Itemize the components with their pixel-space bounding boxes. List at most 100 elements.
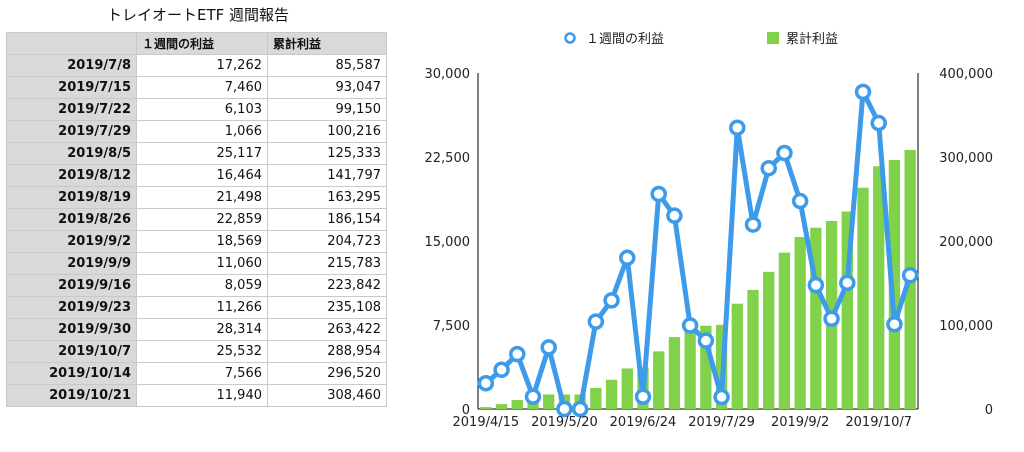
row-weekly-profit: 25,532	[136, 340, 268, 363]
bar-cumulative	[590, 387, 602, 409]
header-date	[6, 32, 137, 55]
row-cumulative-profit: 204,723	[267, 230, 387, 253]
table-row: 2019/10/21 11,940 308,460	[6, 384, 387, 407]
row-date: 2019/7/22	[6, 98, 137, 121]
row-cumulative-profit: 288,954	[267, 340, 387, 363]
row-date: 2019/8/12	[6, 164, 137, 187]
weekly-report-table: １週間の利益 累計利益 2019/7/8 17,262 85,587 2019/7/1…	[6, 32, 387, 407]
row-cumulative-profit: 85,587	[267, 54, 387, 77]
point-weekly-profit	[603, 292, 620, 309]
bar-cumulative	[810, 227, 822, 409]
row-date: 2019/8/19	[6, 186, 137, 209]
row-weekly-profit: 1,066	[136, 120, 268, 143]
bar-cumulative	[495, 404, 508, 409]
row-cumulative-profit: 296,520	[267, 362, 387, 385]
profit-chart: 0 7,500 15,000 22,500 30,000 0 100,000 200,000 3…	[425, 31, 994, 430]
row-weekly-profit: 11,060	[136, 252, 268, 275]
table-row: 2019/7/22 6,103 99,150	[6, 98, 387, 121]
y-left-tick-label: 15,000	[425, 235, 471, 250]
row-weekly-profit: 7,566	[136, 362, 268, 385]
row-date: 2019/9/30	[6, 318, 137, 341]
table-row: 2019/9/16 8,059 223,842	[6, 274, 387, 297]
table-header-row: １週間の利益 累計利益	[6, 32, 387, 55]
row-date: 2019/8/5	[6, 142, 137, 165]
bar-cumulative	[684, 330, 696, 409]
row-date: 2019/10/14	[6, 362, 137, 385]
row-date: 2019/9/2	[6, 230, 137, 253]
table-row: 2019/8/26 22,859 186,154	[6, 208, 387, 231]
point-weekly-profit	[729, 119, 746, 136]
row-weekly-profit: 11,940	[136, 384, 268, 407]
row-weekly-profit: 21,498	[136, 186, 268, 209]
table-row: 2019/9/23 11,266 235,108	[6, 296, 387, 319]
table-row: 2019/10/14 7,566 296,520	[6, 362, 387, 385]
bar-cumulative	[731, 303, 743, 409]
row-cumulative-profit: 125,333	[267, 142, 387, 165]
y-right-tick-label: 300,000	[939, 151, 993, 166]
row-weekly-profit: 25,117	[136, 142, 268, 165]
row-cumulative-profit: 100,216	[267, 120, 387, 143]
legend-line-marker	[564, 32, 576, 44]
row-date: 2019/9/9	[6, 252, 137, 275]
row-cumulative-profit: 163,295	[267, 186, 387, 209]
row-cumulative-profit: 215,783	[267, 252, 387, 275]
bar-cumulative	[888, 159, 901, 409]
point-weekly-profit	[760, 159, 777, 177]
table-row: 2019/7/8 17,262 85,587	[6, 54, 387, 77]
y-left-tick-label: 7,500	[433, 319, 470, 334]
y-left-tick-label: 22,500	[425, 151, 471, 166]
point-weekly-profit	[619, 249, 636, 267]
y-left-tick-label: 0	[462, 403, 470, 418]
row-cumulative-profit: 235,108	[267, 296, 387, 319]
point-weekly-profit	[854, 83, 872, 101]
row-weekly-profit: 28,314	[136, 318, 268, 341]
row-date: 2019/8/26	[6, 208, 137, 231]
point-weekly-profit	[493, 361, 510, 379]
bar-cumulative	[873, 166, 885, 409]
y-right-tick-label: 100,000	[939, 319, 993, 334]
point-weekly-profit	[681, 317, 699, 334]
bar-cumulative	[747, 289, 759, 409]
point-weekly-profit	[901, 267, 919, 284]
y-right-tick-label: 400,000	[939, 67, 993, 82]
row-cumulative-profit: 263,422	[267, 318, 387, 341]
bar-cumulative	[763, 271, 775, 409]
bar-cumulative	[857, 187, 869, 409]
row-date: 2019/9/16	[6, 274, 137, 297]
point-weekly-profit	[823, 310, 840, 327]
point-weekly-profit	[477, 374, 495, 392]
point-weekly-profit	[697, 332, 715, 349]
row-cumulative-profit: 99,150	[267, 98, 387, 121]
bar-cumulative	[653, 351, 665, 409]
row-date: 2019/7/8	[6, 54, 137, 77]
header-cumulative-profit: 累計利益	[267, 32, 387, 55]
table-row: 2019/8/5 25,117 125,333	[6, 142, 387, 165]
row-date: 2019/10/21	[6, 384, 137, 407]
row-date: 2019/9/23	[6, 296, 137, 319]
point-weekly-profit	[556, 400, 573, 418]
legend-label-cumulative-profit: 累計利益	[786, 31, 838, 47]
row-date: 2019/7/15	[6, 76, 137, 99]
bar-cumulative	[621, 368, 633, 409]
row-weekly-profit: 18,569	[136, 230, 268, 253]
x-tick-label: 2019/7/29	[688, 415, 755, 430]
point-weekly-profit	[540, 339, 557, 356]
table-row: 2019/8/12 16,464 141,797	[6, 164, 387, 187]
point-weekly-profit	[807, 276, 825, 294]
bar-cumulative	[480, 407, 492, 409]
bar-cumulative	[511, 400, 523, 409]
point-weekly-profit	[666, 207, 683, 224]
point-weekly-profit	[571, 400, 589, 418]
row-cumulative-profit: 93,047	[267, 76, 387, 99]
point-weekly-profit	[791, 192, 809, 210]
report-title: トレイオートETF 週間報告	[106, 6, 290, 24]
bar-cumulative	[543, 394, 555, 409]
point-weekly-profit	[886, 316, 903, 333]
point-weekly-profit	[587, 313, 605, 330]
point-weekly-profit	[776, 144, 793, 162]
bar-cumulative	[700, 325, 712, 409]
x-tick-label: 2019/10/7	[845, 415, 912, 430]
point-weekly-profit	[744, 216, 762, 233]
row-date: 2019/10/7	[6, 340, 137, 363]
bar-cumulative	[668, 337, 681, 409]
